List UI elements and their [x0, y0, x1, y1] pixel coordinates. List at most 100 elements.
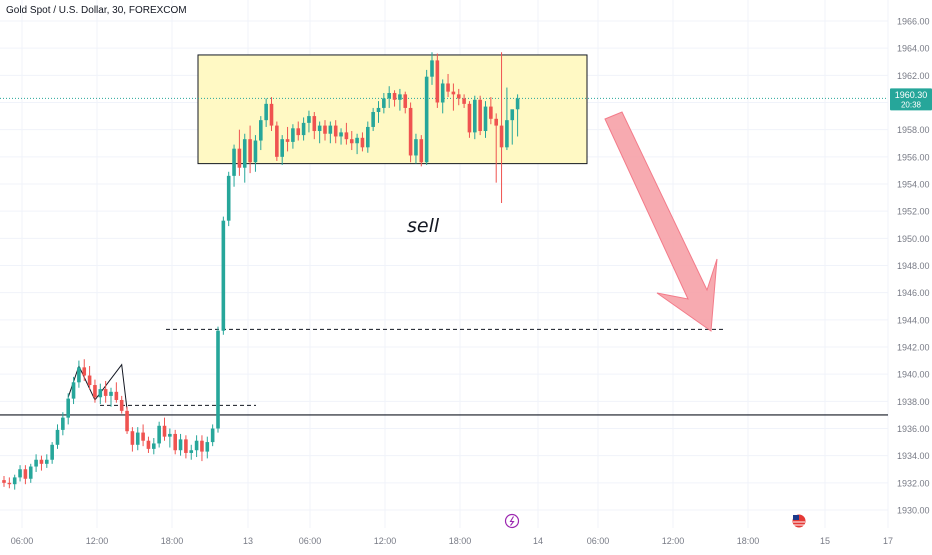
candle[interactable] [226, 171, 231, 227]
candle[interactable] [194, 435, 199, 458]
candle[interactable] [451, 83, 456, 111]
candle[interactable] [157, 421, 161, 448]
candle[interactable] [382, 92, 386, 114]
candle[interactable] [125, 406, 129, 434]
candle[interactable] [50, 442, 54, 464]
candle[interactable] [419, 135, 424, 167]
candle[interactable] [39, 455, 44, 471]
candle[interactable] [221, 216, 226, 335]
candle[interactable] [119, 395, 124, 414]
candle[interactable] [473, 95, 477, 140]
candle[interactable] [173, 429, 177, 455]
candle[interactable] [285, 126, 290, 152]
candle[interactable] [424, 69, 429, 165]
candle[interactable] [168, 428, 172, 448]
candle[interactable] [34, 454, 38, 472]
candle[interactable] [146, 436, 151, 453]
candle[interactable] [61, 412, 65, 436]
candle[interactable] [387, 86, 391, 108]
candle[interactable] [205, 436, 210, 459]
candle[interactable] [515, 94, 520, 137]
candle[interactable] [269, 97, 274, 132]
candle[interactable] [135, 427, 140, 451]
candle[interactable] [248, 125, 252, 174]
candle[interactable] [366, 121, 370, 153]
candle[interactable] [77, 360, 81, 388]
candle[interactable] [2, 476, 6, 487]
candle[interactable] [18, 465, 22, 482]
candle[interactable] [242, 133, 247, 183]
candle[interactable] [392, 90, 397, 107]
candle[interactable] [312, 112, 317, 140]
candle[interactable] [232, 144, 236, 187]
candle[interactable] [323, 120, 327, 141]
candle[interactable] [12, 474, 17, 490]
candle[interactable] [494, 113, 498, 183]
candle[interactable] [349, 131, 354, 151]
candle[interactable] [184, 435, 188, 459]
candle[interactable] [435, 53, 440, 108]
candle[interactable] [141, 424, 145, 447]
candle[interactable] [200, 435, 204, 462]
candle[interactable] [82, 359, 87, 381]
candle[interactable] [301, 117, 306, 141]
range-box[interactable] [197, 54, 588, 165]
candle[interactable] [462, 94, 466, 108]
candle[interactable] [66, 393, 70, 425]
candle[interactable] [499, 52, 504, 204]
candle[interactable] [55, 424, 60, 449]
candle[interactable] [510, 109, 515, 145]
candle[interactable] [344, 122, 349, 145]
candle[interactable] [93, 379, 97, 403]
candle[interactable] [403, 91, 408, 114]
candle[interactable] [317, 121, 322, 144]
candle[interactable] [408, 102, 413, 163]
candle[interactable] [259, 116, 263, 151]
candle[interactable] [71, 376, 76, 405]
candle[interactable] [109, 387, 113, 407]
candle[interactable] [178, 433, 183, 456]
candle[interactable] [333, 120, 338, 144]
candle[interactable] [291, 124, 295, 149]
candle[interactable] [296, 121, 301, 141]
candle[interactable] [398, 88, 402, 111]
candle[interactable] [489, 97, 493, 125]
candle[interactable] [355, 133, 359, 155]
candle[interactable] [371, 107, 375, 132]
candle[interactable] [446, 73, 450, 98]
candle[interactable] [28, 463, 33, 483]
candle[interactable] [253, 135, 258, 172]
candle[interactable] [7, 477, 12, 489]
candle[interactable] [162, 417, 167, 441]
candle[interactable] [478, 95, 482, 136]
candle[interactable] [280, 135, 284, 165]
candle[interactable] [414, 133, 418, 164]
candle[interactable] [339, 128, 343, 145]
sell-arrow-icon[interactable] [604, 111, 718, 332]
candle[interactable] [98, 383, 103, 405]
candle[interactable] [440, 79, 445, 114]
candle[interactable] [307, 110, 311, 133]
candle[interactable] [483, 101, 488, 138]
candle[interactable] [430, 52, 434, 85]
candle[interactable] [189, 444, 194, 460]
candle[interactable] [360, 132, 365, 152]
candle[interactable] [103, 380, 108, 403]
candle[interactable] [467, 101, 472, 138]
candle[interactable] [23, 465, 28, 485]
candle[interactable] [456, 88, 461, 106]
candle[interactable] [237, 129, 242, 176]
candle[interactable] [210, 424, 215, 447]
candle[interactable] [87, 366, 92, 390]
candle[interactable] [130, 427, 135, 452]
candle[interactable] [376, 101, 381, 123]
candle[interactable] [505, 87, 509, 151]
candle[interactable] [45, 454, 49, 468]
candle[interactable] [328, 121, 333, 144]
candle[interactable] [264, 98, 268, 127]
candle[interactable] [152, 438, 156, 455]
candle[interactable] [275, 121, 279, 161]
candle[interactable] [216, 326, 220, 433]
